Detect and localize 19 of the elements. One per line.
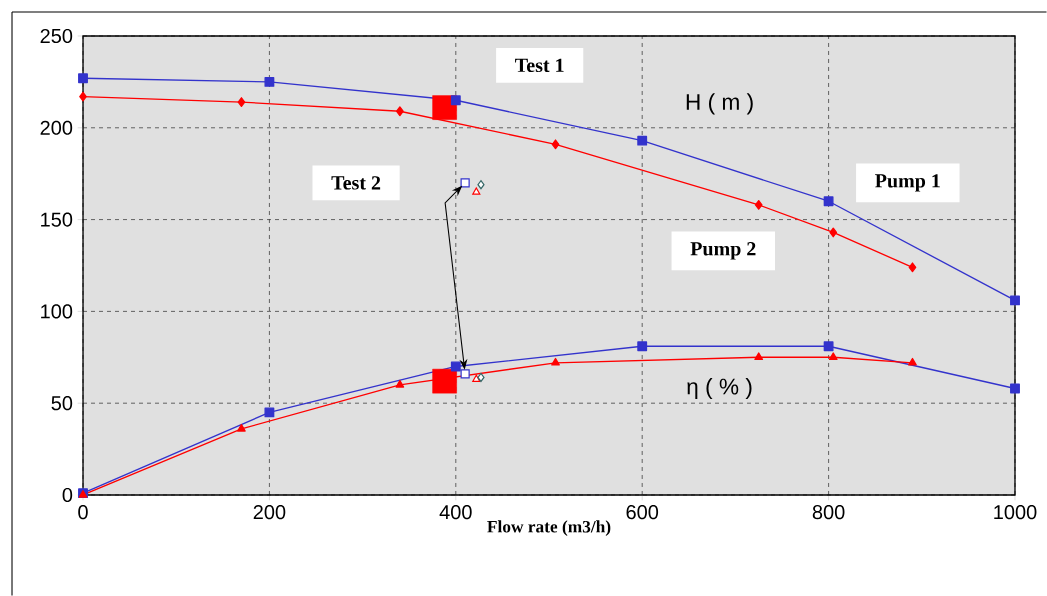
x-tick-label: 0 (78, 505, 88, 520)
y-tick-label: 100 (41, 304, 73, 319)
x-tick-label: 400 (439, 505, 472, 520)
y-tick-label: 50 (51, 396, 73, 411)
x-tick-label: 800 (812, 505, 845, 520)
annotation: Test 1 (515, 58, 564, 73)
x-tick-label: 1000 (994, 505, 1037, 520)
y-tick-label: 250 (40, 28, 73, 44)
annotation: Pump 1 (875, 174, 940, 192)
annotation: Pump 2 (690, 242, 756, 260)
annotation: H ( m ) (686, 93, 753, 115)
x-axis-title: Flow rate (m3/h) (487, 520, 611, 537)
annotation: Test 2 (331, 176, 381, 190)
y-tick-label: 0 (62, 487, 73, 503)
y-tick-label: 150 (41, 212, 73, 227)
annotation: η ( % ) (687, 377, 752, 400)
x-tick-label: 200 (253, 505, 286, 520)
x-tick-label: 600 (626, 505, 659, 520)
y-tick-label: 200 (40, 120, 73, 135)
